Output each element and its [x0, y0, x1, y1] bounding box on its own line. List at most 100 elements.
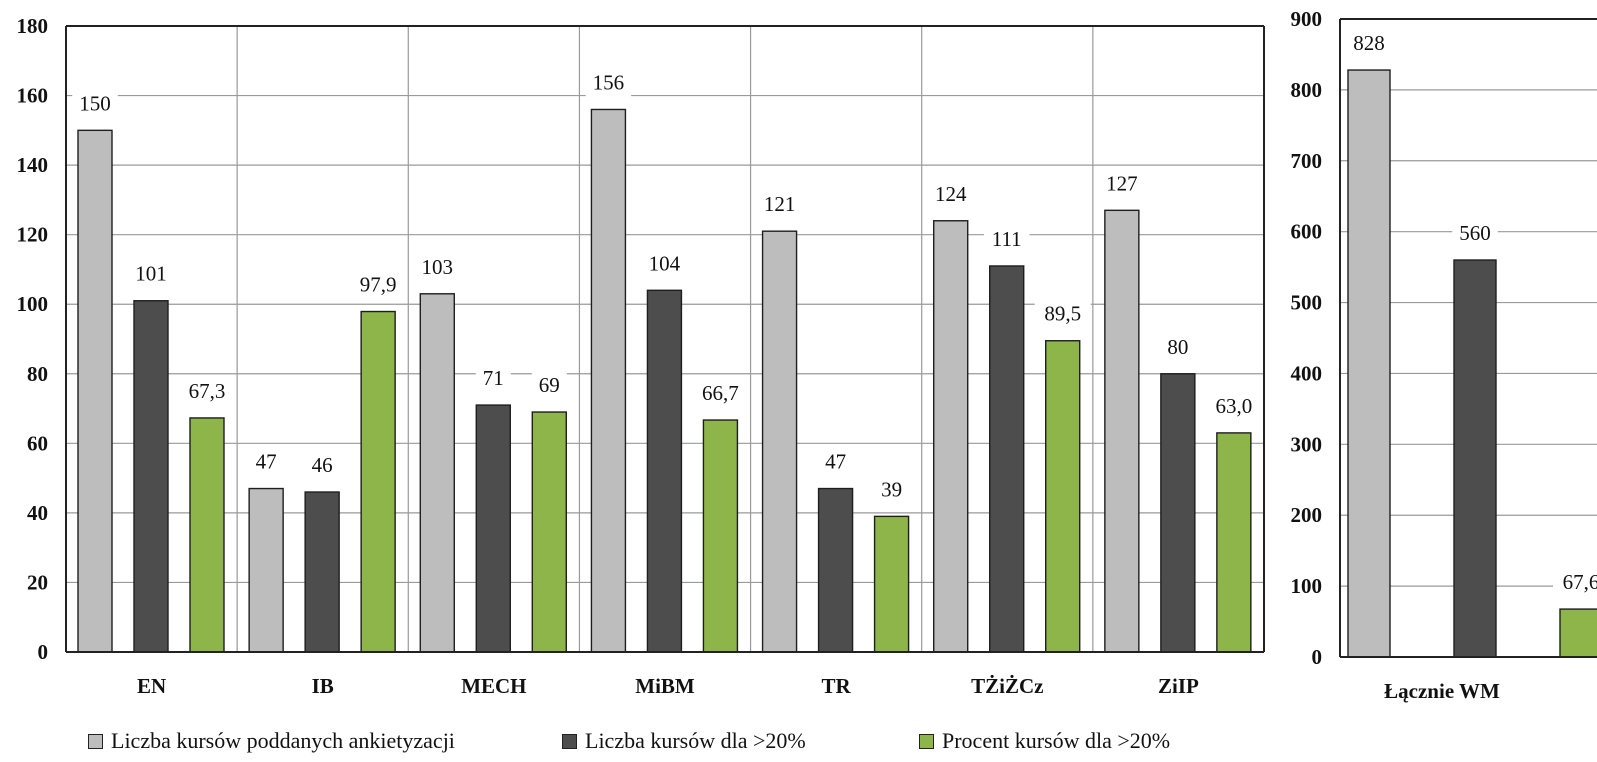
bar-2	[1160, 373, 1196, 653]
data-label-bg	[874, 476, 910, 504]
bar-3	[1216, 432, 1252, 653]
bar-2	[475, 404, 511, 653]
legend-label-series-2: Liczba kursów dla >20%	[585, 728, 806, 753]
chart-main: 0 20 40 60 80 100 120 140 160 180 150 47 103 156 121 12…	[17, 14, 1265, 698]
bar-1	[761, 230, 798, 653]
bar-1	[590, 108, 627, 653]
data-label: 156	[593, 70, 625, 94]
data-label-bg	[531, 372, 567, 400]
data-label: 66,7	[702, 381, 739, 405]
data-label-bg	[1099, 170, 1145, 198]
legend-item-series-1: Liczba kursów poddanych ankietyzacji	[88, 728, 562, 754]
legend-label-series-3: Procent kursów dla >20%	[942, 728, 1171, 753]
legend-swatch-series-3	[919, 733, 934, 749]
data-label: 47	[825, 450, 846, 474]
data-label: 150	[79, 91, 111, 115]
bar-2	[646, 289, 683, 653]
bar-2	[989, 265, 1025, 653]
data-label-bg	[128, 260, 174, 288]
data-label: 97,9	[360, 273, 397, 297]
legend-item-series-2: Liczba kursów dla >20%	[562, 728, 919, 754]
data-label: 127	[1106, 171, 1138, 195]
legend-item-series-3: Procent kursów dla >20%	[919, 728, 1170, 754]
bar-3	[702, 419, 739, 653]
data-label: 39	[881, 477, 902, 501]
data-label-bg	[1452, 220, 1498, 248]
y-tick-label: 40	[27, 501, 48, 525]
x-tick-label: EN	[137, 674, 166, 698]
data-label: 124	[935, 182, 967, 206]
chart-legend: Liczba kursów poddanych ankietyzacji Lic…	[88, 726, 1170, 756]
bar-3	[873, 515, 910, 653]
y-tick-label: 180	[17, 14, 49, 38]
y-tick-label: 60	[27, 431, 48, 455]
chart-total: 0 100 200 300 400 500 600 700 800 900 828 560 67,6 Łą…	[1291, 7, 1597, 703]
x-tick-label: MiBM	[635, 674, 695, 698]
data-label: 121	[764, 192, 796, 216]
data-label: 67,3	[189, 379, 226, 403]
data-label-bg	[1034, 300, 1091, 328]
bar-3	[1559, 608, 1597, 658]
data-label-bg	[927, 180, 974, 208]
y-tick-label: 160	[17, 84, 49, 108]
bar-3	[360, 310, 396, 653]
data-label-bg	[818, 448, 854, 476]
bar-1	[933, 220, 969, 653]
bar-3	[531, 411, 567, 653]
data-label: 69	[539, 373, 560, 397]
y-tick-label: 140	[17, 153, 49, 177]
data-label: 828	[1353, 31, 1385, 55]
y-tick-label: 400	[1291, 361, 1323, 385]
y-tick-label: 0	[1312, 645, 1323, 669]
y-tick-label: 900	[1291, 7, 1323, 31]
data-label: 67,6	[1563, 570, 1597, 594]
data-label: 80	[1167, 335, 1188, 359]
data-label: 71	[483, 366, 504, 390]
x-tick-label: TR	[822, 674, 852, 698]
bar-1	[248, 487, 284, 653]
data-label-bg	[1553, 569, 1597, 597]
data-label: 89,5	[1044, 302, 1081, 326]
data-label-bg	[1160, 333, 1196, 361]
x-tick-label: Łącznie WM	[1384, 679, 1500, 703]
data-label-bg	[304, 452, 340, 480]
data-label-bg	[1346, 30, 1392, 58]
data-label: 560	[1459, 221, 1491, 245]
bar-3	[189, 417, 225, 653]
y-tick-label: 0	[38, 640, 49, 664]
y-tick-label: 120	[17, 223, 49, 247]
x-tick-label: TŻiŻCz	[971, 674, 1043, 698]
data-label-bg	[350, 271, 407, 299]
data-label: 103	[422, 255, 454, 279]
data-label-bg	[692, 380, 749, 408]
legend-swatch-series-1	[88, 733, 103, 749]
bar-2	[817, 487, 854, 653]
data-label: 101	[135, 262, 167, 286]
y-tick-label: 600	[1291, 220, 1323, 244]
x-tick-label: ZiIP	[1158, 674, 1199, 698]
y-tick-label: 300	[1291, 432, 1323, 456]
bar-1	[77, 129, 113, 653]
data-label-bg	[475, 365, 511, 393]
bar-2	[1453, 259, 1497, 658]
data-label-bg	[248, 448, 284, 476]
y-tick-label: 100	[1291, 574, 1323, 598]
data-label-bg	[641, 250, 688, 278]
x-tick-label: IB	[312, 674, 334, 698]
y-tick-label: 800	[1291, 78, 1323, 102]
legend-label-series-1: Liczba kursów poddanych ankietyzacji	[111, 728, 455, 753]
y-tick-label: 20	[27, 570, 48, 594]
bar-1	[419, 293, 455, 653]
y-tick-label: 700	[1291, 149, 1323, 173]
data-label: 46	[312, 453, 333, 477]
data-label-bg	[756, 191, 803, 219]
y-tick-label: 80	[27, 362, 48, 386]
bar-1	[1347, 69, 1391, 658]
data-label: 47	[256, 450, 277, 474]
bar-2	[133, 300, 169, 653]
data-label-bg	[179, 377, 235, 405]
y-tick-label: 500	[1291, 291, 1323, 315]
y-tick-label: 200	[1291, 503, 1323, 527]
data-label-bg	[72, 90, 118, 118]
